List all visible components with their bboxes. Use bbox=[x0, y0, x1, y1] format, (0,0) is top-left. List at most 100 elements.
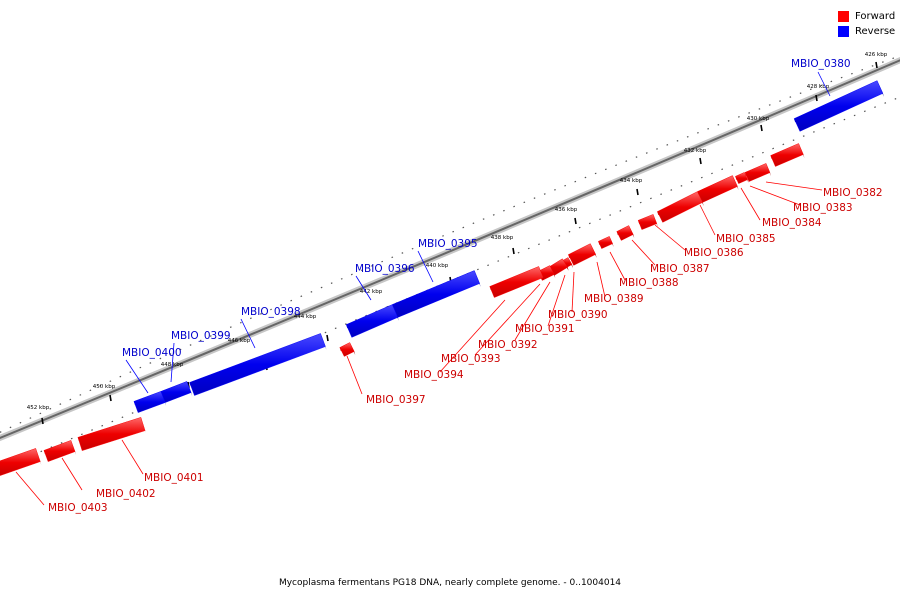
gene-mbio_0398[interactable] bbox=[189, 333, 326, 396]
legend-forward: Forward bbox=[838, 9, 895, 24]
legend-reverse-label: Reverse bbox=[855, 26, 896, 37]
leader-line bbox=[15, 471, 45, 506]
gene-label: MBIO_0397 bbox=[366, 394, 426, 406]
leader-line bbox=[474, 283, 541, 356]
tick-label: 438 kbp bbox=[491, 235, 514, 241]
gene-mbio_0400[interactable] bbox=[133, 391, 166, 413]
leader-line bbox=[609, 251, 626, 281]
tick-label: 440 kbp bbox=[426, 263, 449, 269]
leader-line bbox=[699, 204, 716, 236]
gene-mbio_0389[interactable] bbox=[598, 236, 613, 249]
gene-label: MBIO_0383 bbox=[793, 202, 853, 214]
gene-label: MBIO_0389 bbox=[584, 293, 644, 305]
tick-label: 432 kbp bbox=[684, 148, 707, 154]
tick-label: 450 kbp bbox=[93, 384, 116, 390]
gene-label: MBIO_0400 bbox=[122, 347, 182, 359]
leader-line bbox=[121, 439, 144, 475]
tick-label: 434 kbp bbox=[620, 178, 643, 184]
leader-line bbox=[346, 355, 363, 395]
major-tick bbox=[875, 61, 878, 69]
tick-label: 426 kbp bbox=[865, 52, 888, 58]
leader-line bbox=[170, 342, 175, 383]
gene-mbio_0385[interactable] bbox=[697, 175, 738, 203]
genome-caption: Mycoplasma fermentans PG18 DNA, nearly c… bbox=[278, 578, 622, 588]
scale-track-lower bbox=[0, 96, 900, 470]
gene-label: MBIO_0394 bbox=[404, 369, 464, 381]
gene-label: MBIO_0391 bbox=[515, 323, 575, 335]
leader-line bbox=[61, 457, 83, 491]
gene-label: MBIO_0390 bbox=[548, 309, 608, 321]
gene-label: MBIO_0382 bbox=[823, 187, 883, 199]
gene-label: MBIO_0399 bbox=[171, 330, 231, 342]
gene-mbio_0403[interactable] bbox=[0, 448, 41, 476]
gene-labels: MBIO_0380 MBIO_0382 MBIO_0383 MBIO_0384 MBIO… bbox=[48, 58, 883, 514]
tick-label: 452 kbp bbox=[27, 405, 50, 411]
legend-reverse: Reverse bbox=[838, 24, 895, 39]
gene-mbio_0382[interactable] bbox=[770, 143, 804, 167]
gene-mbio_0395[interactable] bbox=[392, 270, 480, 318]
leader-line bbox=[749, 185, 801, 206]
leader-line bbox=[740, 187, 761, 221]
leader-line bbox=[654, 224, 686, 251]
gene-label: MBIO_0395 bbox=[418, 238, 478, 250]
tick-label: 442 kbp bbox=[360, 289, 383, 295]
leader-line bbox=[631, 239, 656, 266]
gene-mbio_0387[interactable] bbox=[637, 214, 658, 230]
leader-line bbox=[439, 299, 506, 373]
gene-mbio_0401[interactable] bbox=[77, 417, 146, 451]
gene-mbio_0380[interactable] bbox=[793, 80, 884, 132]
gene-mbio_0394[interactable] bbox=[489, 266, 544, 298]
major-tick bbox=[574, 217, 577, 225]
major-tick bbox=[815, 94, 818, 102]
gene-label: MBIO_0402 bbox=[96, 488, 156, 500]
gene-mbio_0390[interactable] bbox=[568, 243, 596, 266]
gene-mbio_0396[interactable] bbox=[345, 304, 399, 338]
tick-label: 436 kbp bbox=[555, 207, 578, 213]
major-tick bbox=[636, 188, 639, 196]
gene-label: MBIO_0386 bbox=[684, 247, 744, 259]
leader-line bbox=[355, 275, 372, 301]
major-tick bbox=[512, 247, 515, 255]
major-tick bbox=[699, 157, 702, 165]
gene-label: MBIO_0398 bbox=[241, 306, 301, 318]
gene-mbio_0402[interactable] bbox=[43, 440, 76, 462]
leader-line bbox=[547, 274, 566, 327]
gene-label: MBIO_0401 bbox=[144, 472, 204, 484]
gene-shapes bbox=[0, 80, 884, 476]
gene-mbio_0397[interactable] bbox=[339, 342, 355, 357]
gene-label: MBIO_0385 bbox=[716, 233, 776, 245]
gene-label: MBIO_0403 bbox=[48, 502, 108, 514]
leader-line bbox=[240, 318, 256, 349]
scale-track-upper bbox=[0, 55, 900, 433]
gene-mbio_0386[interactable] bbox=[657, 191, 703, 223]
leader-line bbox=[417, 250, 434, 283]
tick-label: 430 kbp bbox=[747, 116, 770, 122]
tick-label: 428 kbp bbox=[807, 84, 830, 90]
genome-backbone bbox=[0, 57, 900, 442]
major-tick bbox=[760, 124, 763, 132]
gene-mbio_0399[interactable] bbox=[160, 381, 192, 403]
gene-label: MBIO_0393 bbox=[441, 353, 501, 365]
leader-line bbox=[817, 71, 831, 97]
gene-label: MBIO_0392 bbox=[478, 339, 538, 351]
major-tick bbox=[41, 417, 44, 425]
gene-label: MBIO_0380 bbox=[791, 58, 851, 70]
legend: Forward Reverse bbox=[838, 9, 895, 39]
reverse-swatch bbox=[838, 26, 849, 37]
gene-mbio_0388[interactable] bbox=[616, 225, 634, 241]
forward-swatch bbox=[838, 11, 849, 22]
gene-label: MBIO_0388 bbox=[619, 277, 679, 289]
leader-line bbox=[596, 261, 606, 298]
tick-label: 444 kbp bbox=[294, 314, 317, 320]
major-tick bbox=[326, 334, 329, 342]
gene-mbio_0383[interactable] bbox=[744, 163, 771, 182]
gene-label: MBIO_0396 bbox=[355, 263, 415, 275]
major-tick bbox=[109, 394, 112, 402]
gene-label: MBIO_0384 bbox=[762, 217, 822, 229]
leader-line bbox=[514, 281, 551, 341]
gene-mbio_0384[interactable] bbox=[735, 172, 748, 184]
tick-label: 446 kbp bbox=[228, 338, 251, 344]
leader-line bbox=[125, 359, 149, 394]
leader-line bbox=[765, 181, 823, 191]
